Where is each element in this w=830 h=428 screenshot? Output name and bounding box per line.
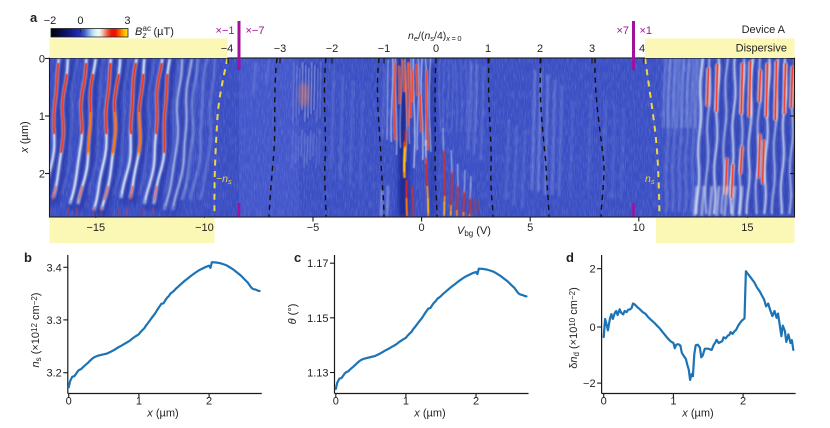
svg-text:−2: −2 bbox=[44, 15, 57, 27]
svg-text:3.3: 3.3 bbox=[47, 315, 62, 327]
svg-text:−2: −2 bbox=[326, 43, 339, 55]
svg-text:−10: −10 bbox=[195, 222, 214, 234]
svg-text:x (µm): x (µm) bbox=[146, 408, 178, 420]
svg-text:0: 0 bbox=[333, 396, 339, 408]
svg-text:0: 0 bbox=[77, 15, 83, 27]
svg-text:10: 10 bbox=[633, 222, 645, 234]
svg-text:−3: −3 bbox=[274, 43, 287, 55]
svg-text:2: 2 bbox=[589, 264, 595, 276]
svg-text:B: B bbox=[135, 26, 142, 38]
svg-text:2: 2 bbox=[537, 43, 543, 55]
svg-text:−1: −1 bbox=[378, 43, 391, 55]
svg-text:ns: ns bbox=[645, 173, 655, 186]
svg-text:−ns: −ns bbox=[216, 173, 232, 186]
svg-text:x (µm): x (µm) bbox=[413, 408, 445, 420]
svg-text:−15: −15 bbox=[86, 222, 105, 234]
svg-text:1: 1 bbox=[403, 396, 409, 408]
svg-text:1: 1 bbox=[485, 43, 491, 55]
svg-text:1: 1 bbox=[670, 396, 676, 408]
svg-text:2: 2 bbox=[473, 396, 479, 408]
svg-text:0: 0 bbox=[419, 222, 425, 234]
svg-text:ac: ac bbox=[143, 24, 151, 33]
svg-text:×−1: ×−1 bbox=[216, 25, 235, 37]
svg-text:−2: −2 bbox=[583, 378, 596, 390]
svg-text:2: 2 bbox=[39, 169, 45, 181]
svg-text:0: 0 bbox=[433, 43, 439, 55]
svg-text:1: 1 bbox=[136, 396, 142, 408]
svg-text:ne/(ns/4)x = 0: ne/(ns/4)x = 0 bbox=[408, 30, 462, 43]
svg-text:θ (°): θ (°) bbox=[287, 304, 299, 325]
svg-text:(µT): (µT) bbox=[154, 26, 174, 38]
svg-text:1.15: 1.15 bbox=[307, 313, 328, 325]
svg-text:0: 0 bbox=[589, 322, 595, 334]
svg-text:δnd (×1010 cm−2): δnd (×1010 cm−2) bbox=[568, 287, 581, 369]
svg-text:15: 15 bbox=[741, 222, 753, 234]
svg-text:x (µm): x (µm) bbox=[19, 121, 31, 153]
svg-text:0: 0 bbox=[601, 396, 607, 408]
svg-text:4: 4 bbox=[639, 43, 645, 55]
svg-text:1: 1 bbox=[39, 111, 45, 123]
svg-text:5: 5 bbox=[527, 222, 533, 234]
svg-text:z: z bbox=[142, 31, 147, 40]
svg-text:×−7: ×−7 bbox=[246, 25, 265, 37]
svg-text:a: a bbox=[30, 10, 38, 25]
svg-text:c: c bbox=[294, 250, 301, 265]
svg-text:x (µm): x (µm) bbox=[681, 408, 713, 420]
svg-text:b: b bbox=[24, 250, 32, 265]
svg-text:−4: −4 bbox=[221, 43, 234, 55]
svg-text:Device A: Device A bbox=[742, 24, 786, 36]
svg-text:3: 3 bbox=[589, 43, 595, 55]
svg-text:2: 2 bbox=[740, 396, 746, 408]
svg-text:0: 0 bbox=[66, 396, 72, 408]
svg-text:3.4: 3.4 bbox=[47, 262, 62, 274]
svg-text:ns (×1012 cm−2): ns (×1012 cm−2) bbox=[30, 293, 43, 368]
svg-text:3: 3 bbox=[124, 15, 130, 27]
svg-text:1.17: 1.17 bbox=[307, 258, 328, 270]
svg-text:×7: ×7 bbox=[616, 25, 629, 37]
svg-text:0: 0 bbox=[39, 54, 45, 66]
svg-text:1.13: 1.13 bbox=[307, 368, 328, 380]
svg-text:d: d bbox=[566, 250, 574, 265]
svg-text:3.2: 3.2 bbox=[47, 368, 62, 380]
svg-text:Dispersive: Dispersive bbox=[736, 43, 787, 55]
svg-text:−5: −5 bbox=[307, 222, 320, 234]
svg-text:Vbg (V): Vbg (V) bbox=[457, 225, 491, 238]
svg-text:×1: ×1 bbox=[640, 25, 653, 37]
svg-text:2: 2 bbox=[206, 396, 212, 408]
